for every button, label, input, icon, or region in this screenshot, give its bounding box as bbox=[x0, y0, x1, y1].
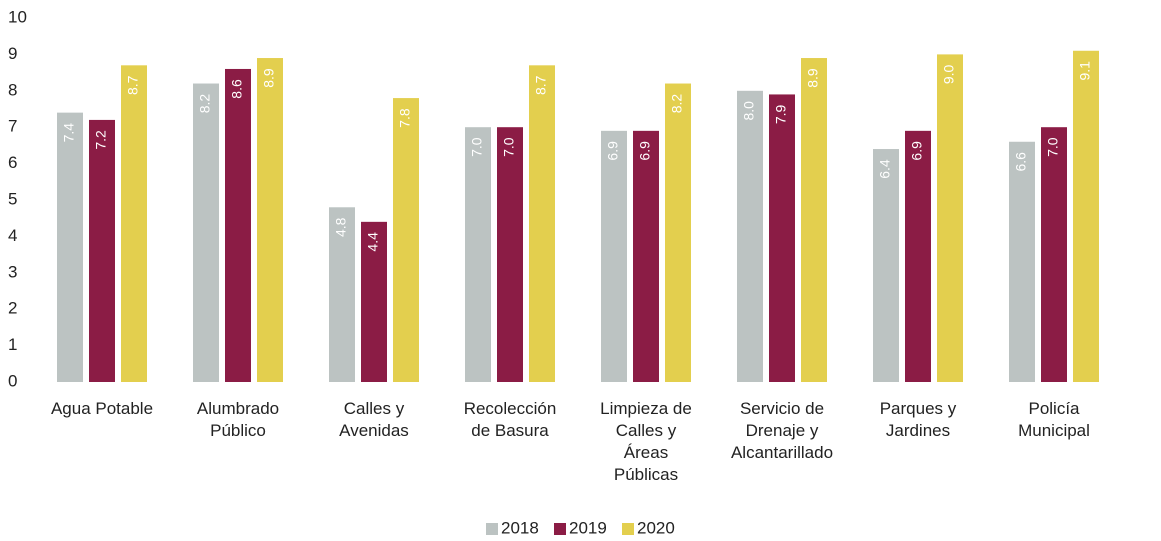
x-tick-label-line: Policía bbox=[1028, 399, 1080, 418]
bar bbox=[57, 112, 83, 382]
value-label: 8.0 bbox=[741, 101, 757, 121]
x-tick-label: Servicio de Drenaje y Alcantarillado bbox=[731, 399, 833, 462]
x-tick-label: Alumbrado Público bbox=[197, 399, 279, 440]
value-label: 4.8 bbox=[333, 217, 349, 237]
legend-swatch bbox=[554, 523, 566, 535]
value-label: 8.7 bbox=[533, 75, 549, 95]
x-tick-label: Recolección de Basura bbox=[464, 399, 557, 440]
value-label: 7.4 bbox=[61, 123, 77, 143]
bar bbox=[89, 119, 115, 383]
y-tick-label: 10 bbox=[8, 7, 27, 26]
x-tick-label-line: Público bbox=[210, 421, 266, 440]
value-label: 7.2 bbox=[93, 130, 109, 150]
x-tick-label-line: Avenidas bbox=[339, 421, 409, 440]
x-tick-label: Policía Municipal bbox=[1018, 399, 1090, 440]
legend-label: 2019 bbox=[569, 518, 607, 537]
y-tick-label: 2 bbox=[8, 299, 17, 318]
y-tick-label: 8 bbox=[8, 80, 17, 99]
bar bbox=[361, 221, 387, 382]
bar bbox=[873, 149, 899, 382]
x-tick-label: Parques y Jardines bbox=[880, 399, 957, 440]
x-tick-label-line: Recolección bbox=[464, 399, 557, 418]
x-tick-label-line: Calles y bbox=[344, 399, 405, 418]
value-label: 8.2 bbox=[197, 94, 213, 114]
value-label: 6.4 bbox=[877, 159, 893, 179]
bar bbox=[465, 127, 491, 382]
bar bbox=[737, 90, 763, 383]
y-tick-label: 5 bbox=[8, 189, 17, 208]
y-tick-label: 7 bbox=[8, 117, 17, 136]
value-label: 6.6 bbox=[1013, 152, 1029, 172]
value-label: 7.0 bbox=[469, 137, 485, 157]
y-tick-label: 3 bbox=[8, 262, 17, 281]
bar bbox=[905, 130, 931, 382]
x-tick-label-line: Áreas bbox=[624, 443, 668, 462]
legend-label: 2018 bbox=[501, 518, 539, 537]
value-label: 6.9 bbox=[637, 141, 653, 161]
x-tick-label-line: Drenaje y bbox=[746, 421, 819, 440]
bar bbox=[393, 98, 419, 382]
bar bbox=[601, 130, 627, 382]
y-tick-label: 4 bbox=[8, 226, 17, 245]
bar bbox=[529, 65, 555, 382]
bar bbox=[121, 65, 147, 382]
x-tick-label-line: Limpieza de bbox=[600, 399, 692, 418]
bar bbox=[329, 207, 355, 382]
legend-swatch bbox=[622, 523, 634, 535]
bar bbox=[225, 68, 251, 383]
value-label: 8.6 bbox=[229, 79, 245, 99]
x-tick-label-line: Alumbrado bbox=[197, 399, 279, 418]
value-label: 7.8 bbox=[397, 108, 413, 128]
y-tick-label: 1 bbox=[8, 335, 17, 354]
x-tick-label-line: Jardines bbox=[886, 421, 950, 440]
bar bbox=[665, 83, 691, 383]
x-tick-label-line: Servicio de bbox=[740, 399, 824, 418]
y-tick-label: 6 bbox=[8, 153, 17, 172]
value-label: 6.9 bbox=[605, 141, 621, 161]
bar bbox=[801, 58, 827, 382]
x-tick-label-line: Municipal bbox=[1018, 421, 1090, 440]
value-label: 8.9 bbox=[805, 68, 821, 88]
bar bbox=[1009, 141, 1035, 382]
y-tick-label: 0 bbox=[8, 371, 17, 390]
value-label: 7.9 bbox=[773, 104, 789, 124]
value-label: 8.7 bbox=[125, 75, 141, 95]
value-label: 7.0 bbox=[1045, 137, 1061, 157]
value-label: 6.9 bbox=[909, 141, 925, 161]
x-tick-label: Agua Potable bbox=[51, 399, 153, 418]
bar bbox=[497, 127, 523, 382]
y-tick-label: 9 bbox=[8, 44, 17, 63]
bar bbox=[937, 54, 963, 383]
value-label: 8.2 bbox=[669, 94, 685, 114]
legend-label: 2020 bbox=[637, 518, 675, 537]
x-tick-label-line: Agua Potable bbox=[51, 399, 153, 418]
x-tick-label: Limpieza de Calles y Áreas Públicas bbox=[600, 399, 692, 484]
x-tick-label: Calles y Avenidas bbox=[339, 399, 409, 440]
bar bbox=[257, 58, 283, 382]
value-label: 9.0 bbox=[941, 64, 957, 84]
x-tick-label-line: Alcantarillado bbox=[731, 443, 833, 462]
x-tick-label-line: de Basura bbox=[471, 421, 549, 440]
x-tick-label-line: Parques y bbox=[880, 399, 957, 418]
value-label: 4.4 bbox=[365, 232, 381, 252]
value-label: 9.1 bbox=[1077, 61, 1093, 81]
value-label: 7.0 bbox=[501, 137, 517, 157]
bar bbox=[769, 94, 795, 382]
x-tick-label-line: Calles y bbox=[616, 421, 677, 440]
legend-swatch bbox=[486, 523, 498, 535]
value-label: 8.9 bbox=[261, 68, 277, 88]
x-tick-label-line: Públicas bbox=[614, 465, 678, 484]
bar bbox=[1073, 50, 1099, 382]
bar bbox=[193, 83, 219, 383]
bar bbox=[633, 130, 659, 382]
bar bbox=[1041, 127, 1067, 382]
